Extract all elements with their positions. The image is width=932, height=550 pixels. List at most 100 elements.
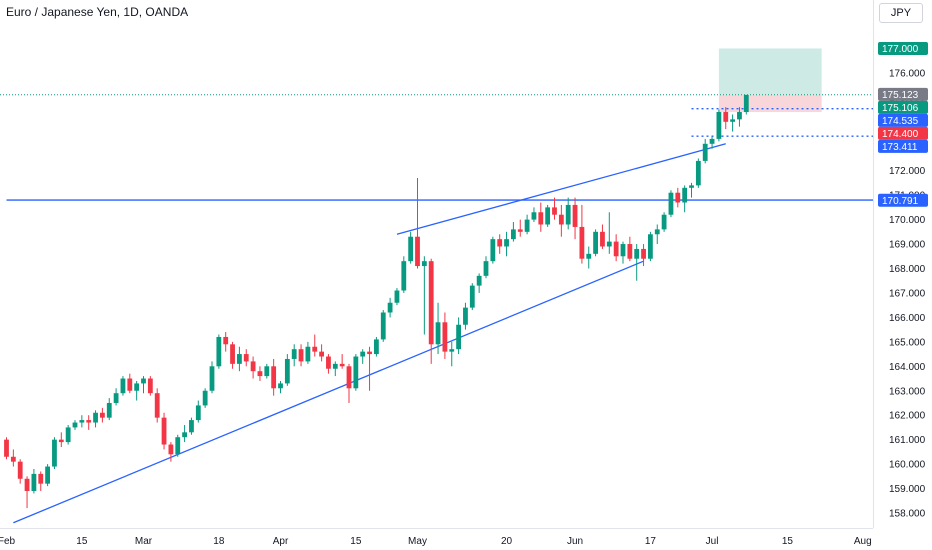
- price-tag-label: 174.535: [882, 116, 919, 127]
- candle-body: [202, 390, 208, 406]
- time-tick-label: Aug: [854, 536, 872, 547]
- time-tick-label: 18: [213, 536, 225, 547]
- candle: [278, 380, 283, 394]
- candle: [723, 107, 729, 130]
- price-tick-label: 165.000: [889, 337, 926, 348]
- candle-body: [380, 312, 386, 340]
- candle-body: [106, 402, 112, 418]
- trendline-0: [13, 260, 644, 524]
- candle: [65, 424, 71, 445]
- candle: [504, 231, 509, 257]
- candle-body: [545, 207, 551, 225]
- candle: [58, 432, 64, 447]
- candle-body: [620, 244, 626, 257]
- candle: [380, 310, 386, 342]
- candle: [415, 178, 420, 269]
- candle: [709, 136, 715, 149]
- candles: [4, 94, 749, 509]
- candle: [223, 332, 229, 352]
- candle-body: [339, 363, 345, 367]
- candle: [346, 363, 352, 403]
- price-tag: 174.535: [878, 113, 928, 127]
- candle: [10, 449, 16, 467]
- candle: [326, 354, 331, 374]
- candle-body: [31, 473, 37, 491]
- time-tick-label: Feb: [0, 536, 16, 547]
- candle: [182, 424, 187, 443]
- candle: [716, 109, 722, 142]
- candle-body: [209, 366, 215, 391]
- candle: [421, 256, 427, 335]
- candle-body: [497, 239, 503, 247]
- candle: [600, 224, 605, 249]
- candle-body: [312, 346, 318, 352]
- price-tag-bg: [878, 113, 928, 127]
- candle: [4, 437, 9, 460]
- candle-body: [127, 378, 133, 391]
- candle-body: [524, 219, 530, 232]
- candle-body: [552, 207, 557, 215]
- candle-body: [579, 226, 585, 259]
- candle-body: [86, 420, 92, 423]
- candle-body: [230, 344, 235, 364]
- time-tick-label: Jun: [567, 536, 583, 547]
- candle-body: [10, 456, 16, 462]
- candle-body: [223, 336, 229, 345]
- candle-body: [367, 351, 372, 355]
- candle-body: [634, 248, 640, 259]
- candle: [737, 107, 742, 127]
- candle-body: [661, 214, 667, 230]
- candle: [572, 197, 578, 240]
- candle: [654, 224, 660, 245]
- candle-body: [613, 241, 619, 257]
- candle: [93, 410, 98, 428]
- candle-body: [195, 405, 201, 421]
- candle: [45, 464, 50, 487]
- candle-body: [100, 412, 105, 418]
- candle: [661, 212, 667, 232]
- candle: [641, 244, 646, 267]
- candle: [237, 346, 242, 372]
- candle: [456, 317, 461, 355]
- candle-body: [600, 231, 605, 247]
- candle-body: [428, 261, 434, 345]
- candle: [209, 361, 215, 394]
- candle: [558, 204, 564, 237]
- candle: [682, 185, 688, 213]
- candle: [695, 158, 701, 188]
- candle-body: [709, 138, 715, 144]
- candle-body: [24, 478, 30, 491]
- candle: [401, 256, 407, 293]
- time-tick-label: 15: [76, 536, 88, 547]
- candle: [490, 236, 496, 264]
- currency-selector[interactable]: JPY: [879, 3, 923, 23]
- candle-body: [147, 378, 153, 394]
- price-tag: 173.411: [878, 139, 928, 153]
- candle-body: [743, 94, 749, 113]
- candle: [120, 376, 126, 396]
- candle-body: [120, 378, 126, 394]
- chart-title: Euro / Japanese Yen, 1D, OANDA: [6, 5, 189, 19]
- candle-body: [730, 119, 735, 122]
- horizontal-lines: [0, 94, 873, 201]
- candle-body: [175, 437, 181, 455]
- price-tick-label: 160.000: [889, 460, 926, 471]
- price-tick-label: 172.000: [889, 166, 926, 177]
- candle: [627, 236, 633, 262]
- candle: [675, 187, 681, 208]
- candle: [339, 354, 345, 369]
- price-tag-bg: [878, 87, 928, 101]
- candle: [531, 207, 537, 223]
- price-tag-bg: [878, 126, 928, 140]
- time-axis[interactable]: Feb 15 Mar 18 Apr 15 May 20 Jun 17 Jul 15 Aug: [0, 536, 872, 547]
- time-tick-label: 17: [645, 536, 657, 547]
- candle-body: [72, 422, 78, 428]
- candle: [408, 231, 414, 264]
- price-tag: 170.791: [878, 193, 928, 207]
- candle-body: [168, 444, 174, 455]
- price-tag-bg: [878, 193, 928, 207]
- candle: [72, 420, 78, 430]
- price-tag-label: 175.106: [882, 103, 919, 114]
- candle-body: [387, 302, 393, 313]
